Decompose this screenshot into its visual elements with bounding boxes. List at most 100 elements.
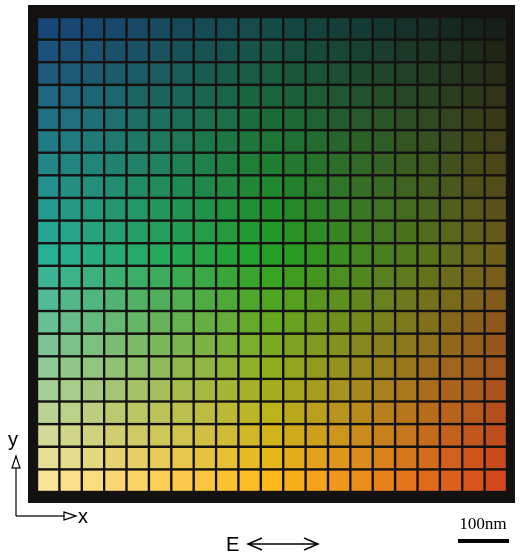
grid-cell	[150, 425, 170, 445]
grid-cell	[105, 312, 125, 332]
grid-cell	[352, 380, 372, 400]
grid-cell	[173, 267, 193, 287]
grid-cell	[486, 335, 506, 355]
grid-cell	[38, 471, 58, 491]
grid-cell	[128, 448, 148, 468]
grid-cell	[83, 154, 103, 174]
grid-cell	[105, 267, 125, 287]
grid-cell	[105, 290, 125, 310]
grid-cell	[374, 154, 394, 174]
y-label: y	[8, 429, 18, 451]
grid-cell	[195, 358, 215, 378]
grid-cell	[173, 199, 193, 219]
grid-cell	[329, 199, 349, 219]
grid-cell	[396, 425, 416, 445]
grid-cell	[150, 380, 170, 400]
grid-cell	[352, 41, 372, 61]
grid-cell	[441, 63, 461, 83]
grid-cell	[150, 177, 170, 197]
grid-cell	[195, 448, 215, 468]
grid-cell	[83, 18, 103, 38]
grid-cell	[83, 358, 103, 378]
grid-cell	[83, 41, 103, 61]
grid-cell	[284, 131, 304, 151]
grid-cell	[217, 109, 237, 129]
grid-cell	[396, 312, 416, 332]
grid-cell	[329, 380, 349, 400]
grid-cell	[128, 109, 148, 129]
grid-cell	[329, 86, 349, 106]
grid-cell	[262, 154, 282, 174]
grid-cell	[441, 380, 461, 400]
grid-cell	[374, 222, 394, 242]
grid-cell	[217, 86, 237, 106]
grid-cell	[329, 358, 349, 378]
grid-cell	[83, 267, 103, 287]
grid-cell	[441, 267, 461, 287]
grid-cell	[105, 358, 125, 378]
grid-cell	[329, 471, 349, 491]
grid-cell	[128, 63, 148, 83]
grid-cell	[262, 335, 282, 355]
grid-cell	[173, 18, 193, 38]
grid-cell	[217, 63, 237, 83]
grid-cell	[396, 290, 416, 310]
grid-cell	[329, 267, 349, 287]
grid-cell	[486, 425, 506, 445]
grid-cell	[195, 131, 215, 151]
grid-cell	[61, 267, 81, 287]
grid-cell	[150, 335, 170, 355]
grid-cell	[463, 63, 483, 83]
grid-cell	[352, 267, 372, 287]
grid-cell	[105, 448, 125, 468]
grid-cell	[217, 199, 237, 219]
grid-cell	[105, 199, 125, 219]
grid-cell	[195, 290, 215, 310]
grid-cell	[173, 312, 193, 332]
grid-cell	[284, 425, 304, 445]
grid-cell	[240, 222, 260, 242]
grid-cell	[105, 244, 125, 264]
grid-cell	[61, 335, 81, 355]
grid-cell	[195, 222, 215, 242]
grid-cell	[195, 63, 215, 83]
grid-cell	[329, 177, 349, 197]
grid-cell	[374, 290, 394, 310]
grid-cell	[441, 403, 461, 423]
grid-cell	[307, 244, 327, 264]
grid-cell	[38, 267, 58, 287]
grid-cell	[463, 86, 483, 106]
grid-cell	[374, 335, 394, 355]
grid-cell	[83, 335, 103, 355]
grid-cell	[61, 312, 81, 332]
grid-cell	[240, 335, 260, 355]
grid-cell	[61, 403, 81, 423]
grid-cell	[61, 41, 81, 61]
grid-cell	[396, 199, 416, 219]
grid-cell	[374, 380, 394, 400]
grid-cell	[173, 86, 193, 106]
grid-cell	[329, 222, 349, 242]
grid-cell	[486, 86, 506, 106]
grid-cell	[284, 267, 304, 287]
grid-cell	[128, 199, 148, 219]
grid-cell	[419, 448, 439, 468]
grid-cell	[262, 380, 282, 400]
grid-cell	[463, 41, 483, 61]
grid-cell	[83, 86, 103, 106]
grid-cell	[38, 380, 58, 400]
grid-cell	[61, 380, 81, 400]
grid-cell	[83, 290, 103, 310]
grid-cell	[352, 471, 372, 491]
grid-cell	[396, 244, 416, 264]
grid-cell	[83, 448, 103, 468]
grid-cell	[61, 471, 81, 491]
grid-cell	[262, 358, 282, 378]
grid-cell	[374, 18, 394, 38]
grid-cell	[128, 222, 148, 242]
grid-cell	[374, 448, 394, 468]
grid-cell	[419, 63, 439, 83]
grid-cell	[284, 290, 304, 310]
grid-cell	[419, 244, 439, 264]
grid-cell	[173, 177, 193, 197]
